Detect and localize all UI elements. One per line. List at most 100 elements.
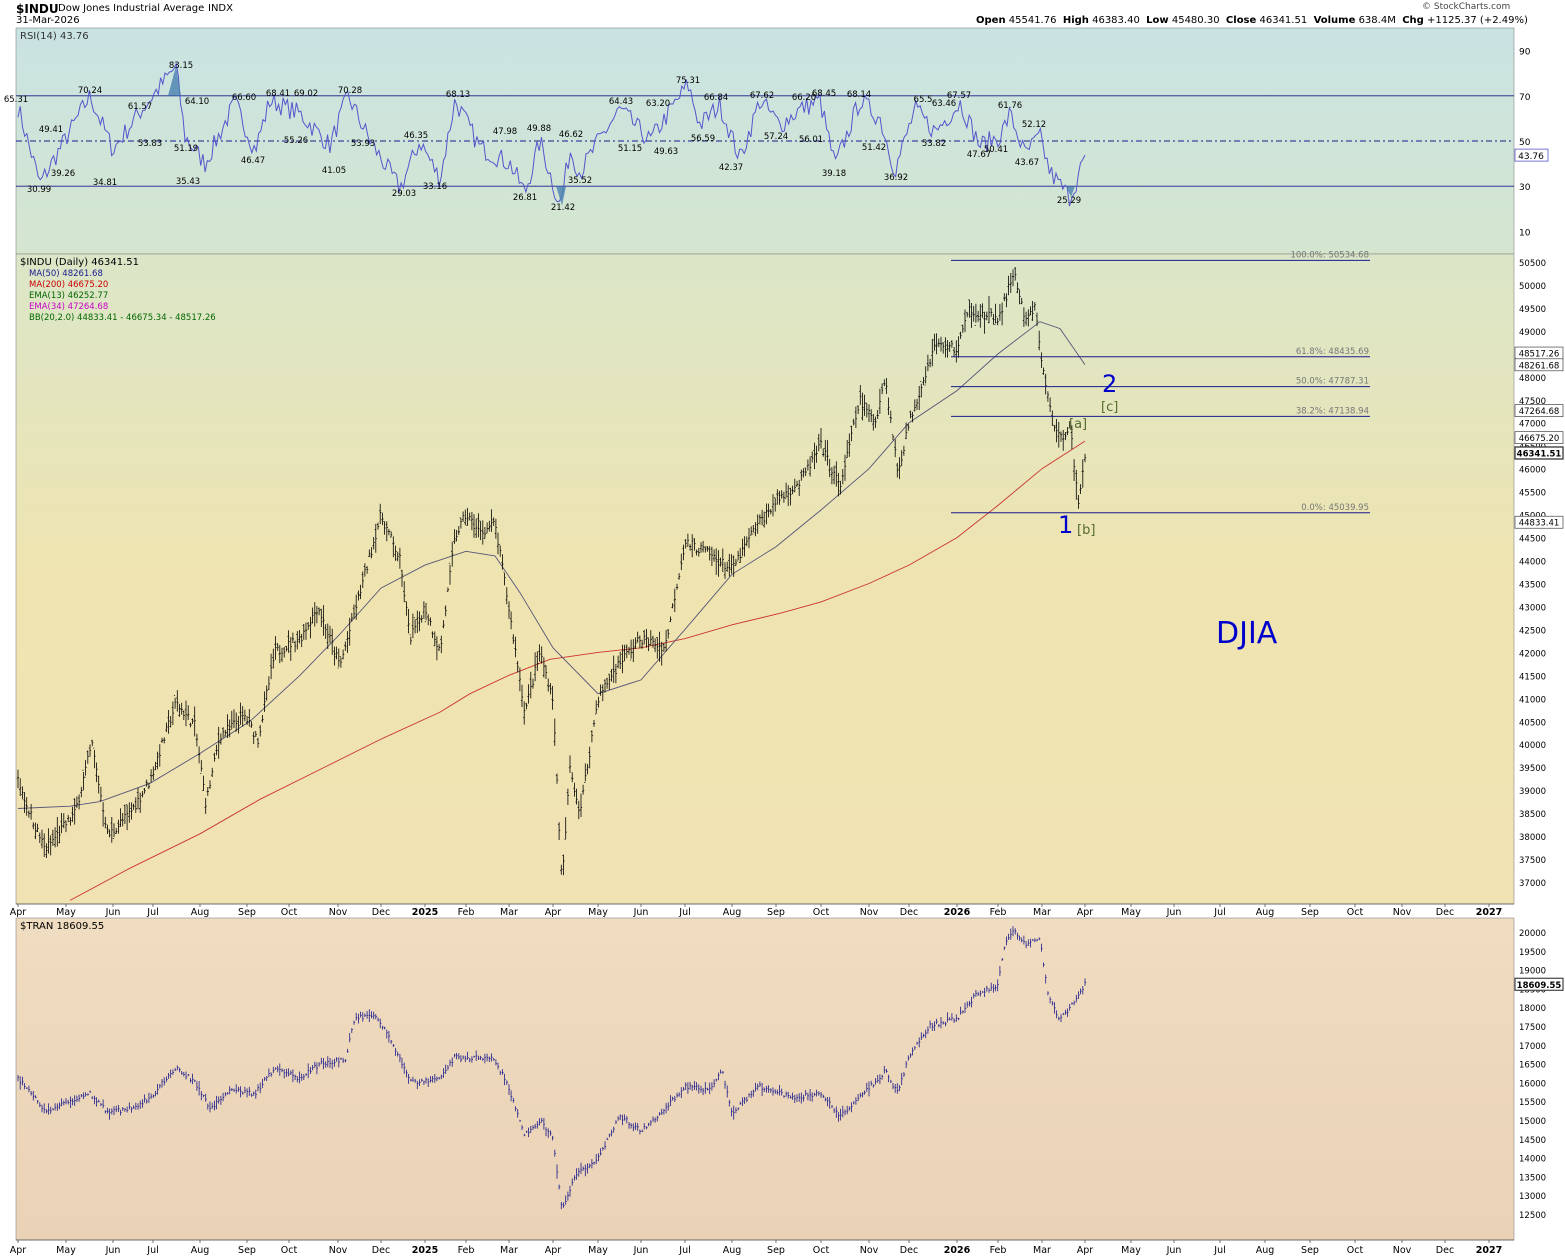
ma200-line — [69, 440, 1086, 901]
tran-axis-label: Jun — [1166, 1245, 1182, 1256]
rsi-peak-label: 46.62 — [559, 130, 583, 140]
tran-axis-label: Nov — [860, 1245, 879, 1256]
rsi-peak-label: 53.82 — [922, 139, 946, 149]
wave-label: 1 — [1058, 511, 1073, 539]
tran-axis-label: Apr — [545, 1245, 562, 1256]
tran-axis-label: Oct — [813, 1245, 830, 1256]
rsi-trough-label: 39.18 — [822, 169, 846, 179]
price-axis-label: Dec — [900, 907, 918, 918]
rsi-layer: 90 70 50 30 10 65.31 70.24 61.57 83.15 64.10 66.60… — [4, 48, 1549, 238]
tran-axis-label: Aug — [723, 1245, 742, 1256]
price-title: $INDU (Daily) 46341.51 — [20, 257, 139, 268]
price-axis-label: Jul — [1213, 907, 1225, 918]
tran-axis-label: Mar — [500, 1245, 518, 1256]
tran-axis-label: Jul — [678, 1245, 690, 1256]
wave-label: [a] — [1069, 417, 1087, 432]
rsi-peak-label: 47.98 — [493, 127, 517, 137]
price-axis-label: Nov — [860, 907, 879, 918]
price-axis-label: Aug — [191, 907, 210, 918]
tran-axis-label: Feb — [458, 1245, 475, 1256]
price-axis-label: Oct — [813, 907, 830, 918]
rsi-peak-label: 49.88 — [527, 124, 551, 134]
price-badge — [1514, 446, 1564, 460]
rsi-peak-label: 46.35 — [404, 131, 428, 141]
rsi-peak-label: 61.76 — [998, 101, 1022, 111]
tran-axis-label: Sep — [1301, 1245, 1319, 1256]
price-tick-label: 44500 — [1519, 535, 1546, 545]
price-axis-label: Aug — [723, 907, 742, 918]
brand-label[interactable]: © StockCharts.com — [1422, 2, 1511, 12]
tran-tick-label: 15000 — [1519, 1117, 1546, 1127]
fib-label: 38.2%: 47138.94 — [1296, 406, 1369, 416]
price-tick-label: 46000 — [1519, 466, 1546, 476]
rsi-peak-label: 49.41 — [39, 125, 63, 135]
price-axis-label: Dec — [372, 907, 390, 918]
rsi-peak-label: 64.10 — [185, 97, 209, 107]
rsi-peak-label: 63.46 — [932, 99, 956, 109]
price-axis-label: Jul — [146, 907, 158, 918]
rsi-peak-label: 68.45 — [812, 89, 836, 99]
tran-tick-label: 13000 — [1519, 1192, 1546, 1202]
rsi-peak-label: 83.15 — [169, 61, 193, 71]
close-label: Close — [1225, 15, 1257, 26]
tran-axis-label: Apr — [10, 1245, 27, 1256]
price-badge — [1514, 515, 1564, 529]
rsi-peak-label: 51.19 — [174, 144, 198, 154]
open-value: 45541.76 — [1008, 15, 1057, 26]
tran-badge — [1514, 977, 1564, 991]
price-axis-label: 2026 — [944, 907, 971, 918]
rsi-peak-label: 56.01 — [799, 135, 823, 145]
price-badge-value: 44833.41 — [1519, 519, 1560, 529]
price-axis-label: Apr — [10, 907, 27, 918]
price-axis-label: Oct — [281, 907, 298, 918]
rsi-trough-label: 34.81 — [93, 178, 117, 188]
price-axis-label: May — [56, 907, 76, 918]
price-axis-label: Apr — [545, 907, 562, 918]
tran-axis-label: Dec — [372, 1245, 390, 1256]
price-axis-label: Feb — [990, 907, 1007, 918]
rsi-trough-label: 21.42 — [551, 203, 575, 213]
rsi-trough-label: 39.26 — [51, 169, 75, 179]
fib-label: 100.0%: 50534.68 — [1290, 250, 1369, 260]
rsi-overbought-fill — [168, 66, 181, 96]
rsi-trough-label: 33.16 — [423, 182, 447, 192]
fib-label: 61.8%: 48435.69 — [1296, 347, 1369, 357]
rsi-line — [17, 62, 1086, 207]
tran-tick-label: 14500 — [1519, 1136, 1546, 1146]
axis-layer: Apr May Jun Jul Aug Sep Oct Nov Dec 2025 Feb Mar Apr… — [10, 903, 1514, 1256]
rsi-tick-label: 50 — [1519, 138, 1531, 148]
rsi-peak-label: 52.12 — [1022, 120, 1046, 130]
legend-entry: MA(200) 46675.20 — [29, 280, 108, 290]
rsi-peak-label: 47.67 — [967, 150, 991, 160]
rsi-trough-label: 42.37 — [719, 163, 743, 173]
tran-axis-label: Jul — [146, 1245, 158, 1256]
price-axis-label: Jun — [1166, 907, 1182, 918]
rsi-oversold-fill — [1066, 186, 1075, 197]
rsi-peak-label: 66.20 — [792, 93, 816, 103]
tran-axis-label: Jul — [1213, 1245, 1225, 1256]
rsi-trough-label: 35.52 — [568, 176, 592, 186]
price-badge-value: 48261.68 — [1519, 361, 1560, 371]
tran-tick-label: 20000 — [1519, 929, 1546, 939]
wave-label: 2 — [1102, 370, 1117, 398]
price-tick-label: 49500 — [1519, 305, 1546, 315]
tran-tick-label: 17500 — [1519, 1023, 1546, 1033]
rsi-tick-label: 90 — [1519, 48, 1531, 58]
rsi-peak-label: 61.57 — [128, 102, 152, 112]
price-tick-label: 39000 — [1519, 787, 1546, 797]
wave-label: [c] — [1101, 400, 1118, 415]
price-badge — [1514, 431, 1564, 445]
fib-label: 50.0%: 47787.31 — [1296, 377, 1369, 387]
tran-tick-label: 15500 — [1519, 1098, 1546, 1108]
low-value: 45480.30 — [1171, 15, 1220, 26]
tran-axis-label: 2025 — [412, 1245, 438, 1256]
tran-tick-label: 19500 — [1519, 948, 1546, 958]
price-tick-label: 43000 — [1519, 603, 1546, 613]
rsi-peak-label: 68.14 — [847, 90, 871, 100]
tran-axis-label: Oct — [281, 1245, 298, 1256]
tran-tick-label: 16000 — [1519, 1079, 1546, 1089]
volume-value: 638.4M — [1358, 15, 1396, 26]
tran-axis-label: Feb — [990, 1245, 1007, 1256]
tran-axis-label: Dec — [1436, 1245, 1454, 1256]
rsi-peak-label: 68.41 — [266, 89, 290, 99]
